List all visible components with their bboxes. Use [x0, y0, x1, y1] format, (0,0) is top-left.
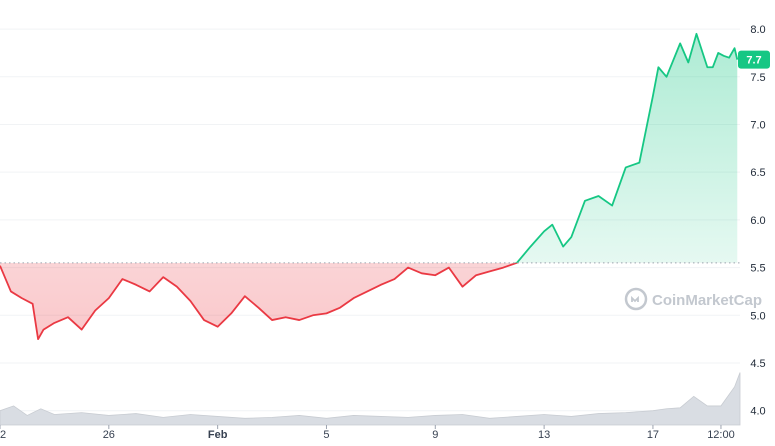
x-tick-label: 22: [0, 429, 6, 441]
watermark-text: CoinMarketCap: [652, 292, 762, 309]
y-tick-label: 4.0: [750, 406, 765, 418]
line-above-baseline: [514, 32, 739, 263]
price-line: [0, 32, 739, 341]
current-price-label: 7.7: [746, 55, 761, 67]
current-price-badge: 7.7: [738, 50, 770, 69]
y-tick-label: 7.0: [750, 119, 765, 131]
x-tick-label: 13: [538, 429, 550, 441]
line-below-baseline: [0, 262, 519, 341]
y-tick-label: 4.5: [750, 358, 765, 370]
x-tick-label: 9: [432, 429, 438, 441]
area-above-baseline: [0, 33, 738, 263]
y-tick-label: 5.0: [750, 310, 765, 322]
y-tick-label: 6.0: [750, 215, 765, 227]
price-fill: [0, 33, 738, 340]
x-axis: 22 26 Feb 5 9 13 17 12:00: [0, 425, 735, 441]
x-tick-label: 5: [323, 429, 329, 441]
y-tick-label: 6.5: [750, 167, 765, 179]
coinmarketcap-logo-icon: [624, 287, 648, 311]
watermark: CoinMarketCap: [624, 287, 762, 311]
x-tick-label: 26: [103, 429, 115, 441]
x-tick-label: Feb: [208, 429, 228, 441]
volume-area: [0, 372, 741, 426]
y-axis: 4.0 4.5 5.0 5.5 6.0 6.5 7.0 7.5 8.0: [750, 24, 765, 418]
current-price-badge-bg: [738, 50, 770, 69]
y-tick-label: 5.5: [750, 263, 765, 275]
area-below-baseline: [0, 262, 517, 340]
y-tick-label: 8.0: [750, 24, 765, 36]
y-tick-label: 7.5: [750, 72, 765, 84]
x-tick-label: 17: [647, 429, 659, 441]
x-tick-label: 12:00: [707, 429, 735, 441]
volume-area-path: [0, 372, 741, 426]
